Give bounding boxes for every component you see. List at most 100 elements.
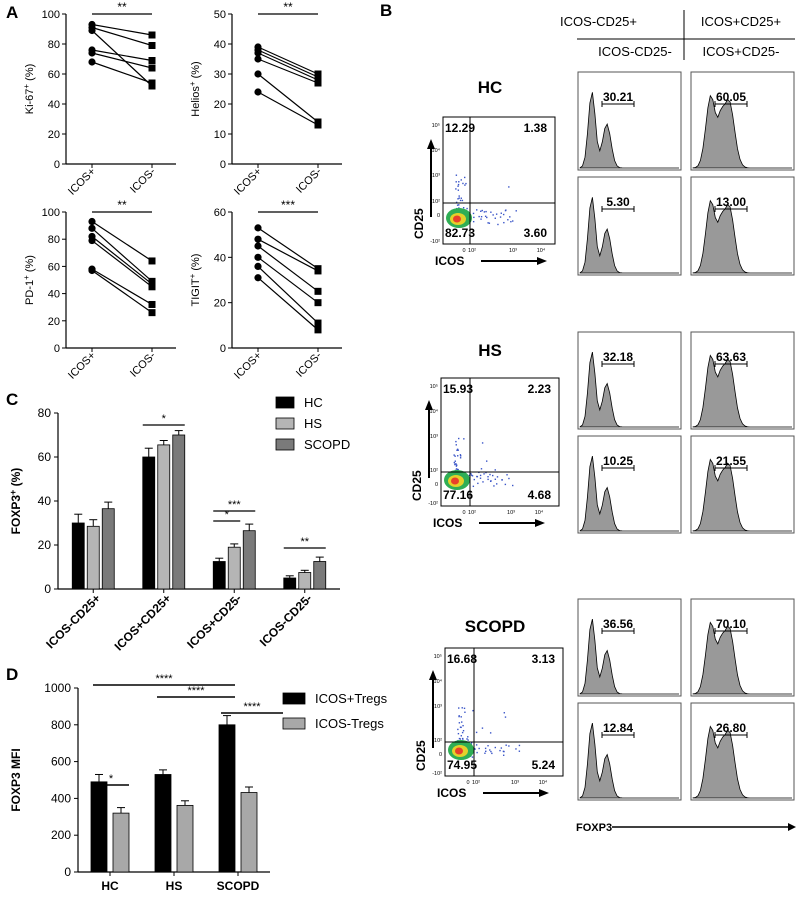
- event-dot: [485, 471, 487, 474]
- event-dot: [473, 216, 475, 219]
- point-icos-pos: [88, 217, 96, 226]
- event-dot: [504, 716, 507, 718]
- event-dot: [515, 748, 517, 750]
- event-dot: [459, 738, 462, 740]
- point-icos-pos: [254, 49, 262, 57]
- event-dot: [457, 189, 460, 191]
- panel-d-bar-chart: 0 200 400 600 800 1000 FOXP3 MFI HC HS SCOPD ICOS+…: [9, 673, 388, 893]
- event-dot: [481, 727, 484, 729]
- pair-line: [257, 91, 319, 126]
- histogram-curve: [692, 621, 792, 695]
- event-dot: [471, 475, 474, 477]
- histogram-value-ur: 63.63: [716, 350, 746, 364]
- significance-label: ****: [187, 685, 205, 697]
- event-dot: [506, 474, 508, 476]
- y-tick-label: 10⁵: [434, 653, 442, 660]
- bar-hs: [86, 525, 100, 590]
- y-tick-label: 20: [48, 316, 60, 328]
- event-dot: [455, 463, 457, 465]
- y-tick-label: 10⁵: [432, 122, 440, 129]
- pair-line: [257, 238, 319, 272]
- event-dot: [507, 219, 509, 221]
- histogram-curve: [579, 92, 679, 169]
- point-icos-pos: [88, 236, 96, 245]
- bar-hs: [157, 444, 171, 590]
- x-axis-arrow-head: [539, 789, 549, 797]
- y-tick-label: -10²: [428, 501, 438, 507]
- bar-hc: [283, 577, 297, 590]
- pair-line: [91, 26, 153, 47]
- event-dot: [455, 465, 458, 467]
- paired-plot-helios: 0 10 20 30 40 50 Helios+ (%) ICOS+ ICOS- **: [188, 0, 342, 198]
- panel-letter-a: A: [6, 3, 18, 22]
- x-tick-label: 10²: [472, 780, 480, 786]
- event-dot: [455, 188, 457, 190]
- event-dot: [486, 216, 488, 219]
- y-tick-label: 10: [214, 129, 226, 141]
- event-dot: [480, 215, 483, 218]
- event-dot: [502, 213, 505, 216]
- y-tick-label: 0: [439, 752, 442, 758]
- event-dot: [461, 707, 463, 709]
- pair-line: [91, 269, 153, 314]
- x-tick-label: ICOS+: [66, 166, 98, 198]
- pair-line: [91, 52, 153, 69]
- event-dot: [476, 209, 478, 211]
- event-dot: [499, 749, 501, 752]
- point-icos-neg: [314, 267, 322, 275]
- col-header-icos-pos-cd25-neg: ICOS+CD25-: [703, 44, 780, 59]
- y-tick-label: 0: [44, 582, 51, 596]
- y-axis-label: TIGIT+ (%): [188, 254, 202, 307]
- x-tick-label: ICOS-: [294, 349, 324, 379]
- bar-icos-tregs: [154, 774, 172, 873]
- y-axis-label: Ki-67+ (%): [22, 64, 36, 115]
- point-icos-pos: [254, 88, 262, 96]
- pair-line: [91, 240, 153, 288]
- event-dot: [503, 221, 505, 224]
- event-dot: [458, 197, 460, 199]
- event-dot: [459, 726, 462, 728]
- histogram-curve: [692, 458, 792, 532]
- pair-line: [257, 277, 319, 331]
- event-dot: [473, 478, 475, 481]
- pair-line: [91, 49, 153, 62]
- significance-label: ****: [155, 673, 173, 685]
- pair-line: [257, 49, 319, 78]
- bar-hc: [212, 561, 226, 590]
- event-dot: [462, 724, 464, 727]
- significance-label: **: [300, 536, 309, 548]
- event-dot: [505, 744, 507, 746]
- event-dot: [457, 455, 459, 457]
- event-dot: [494, 217, 496, 219]
- bar-icos-tregs: [176, 804, 194, 873]
- point-icos-pos: [254, 224, 262, 232]
- event-dot: [455, 468, 458, 470]
- event-dot: [471, 756, 474, 758]
- event-dot: [503, 750, 505, 753]
- event-dot: [504, 209, 507, 212]
- event-dot: [454, 455, 456, 457]
- x-axis-arrow-head: [535, 519, 545, 527]
- histogram-curve: [692, 354, 792, 428]
- event-dot: [458, 737, 461, 740]
- pair-line: [91, 236, 153, 285]
- legend-label: SCOPD: [304, 437, 350, 452]
- event-dot: [487, 476, 489, 478]
- event-dot: [453, 454, 455, 456]
- event-dot: [508, 186, 510, 188]
- event-dot: [464, 184, 466, 186]
- event-dot: [495, 213, 498, 215]
- panel-letter-c: C: [6, 390, 18, 409]
- event-dot: [485, 750, 487, 753]
- point-icos-neg: [148, 309, 156, 317]
- bar-hs: [227, 546, 241, 590]
- histogram-curve: [692, 725, 792, 799]
- x-tick-label: 10²: [468, 510, 476, 516]
- y-tick-label: 100: [42, 9, 60, 21]
- y-tick-label: 100: [42, 207, 60, 219]
- event-dot: [476, 475, 479, 478]
- significance-label: *: [162, 413, 167, 425]
- y-tick-label: 60: [214, 207, 226, 219]
